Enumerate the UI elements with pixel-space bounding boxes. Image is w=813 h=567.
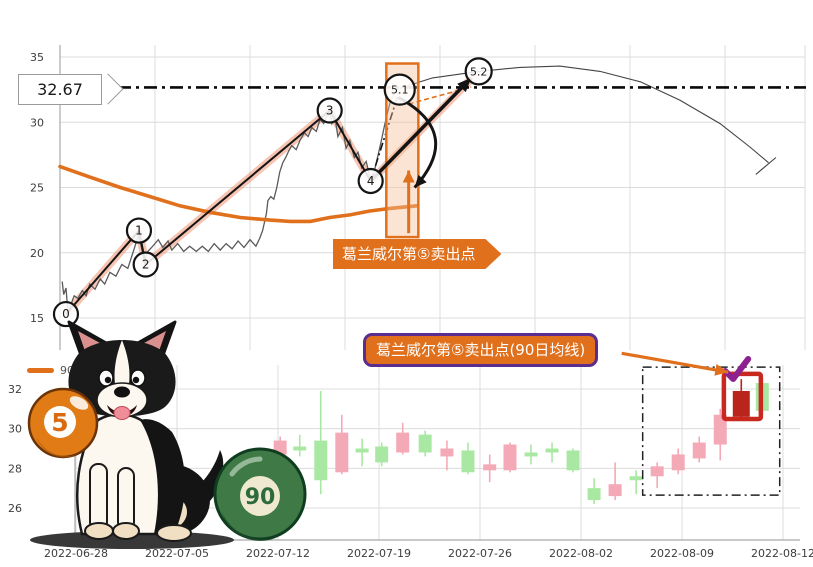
svg-text:25: 25 — [30, 182, 44, 195]
candle-body — [314, 440, 328, 481]
svg-text:20: 20 — [30, 247, 44, 260]
svg-text:1: 1 — [135, 224, 143, 238]
sell-point-ma90-banner-text: 葛兰威尔第⑤卖出点(90日均线) — [376, 341, 586, 359]
ball-5-number: 5 — [51, 408, 68, 437]
x-tick-label: 2022-07-19 — [347, 547, 411, 560]
price-flag-value: 32.67 — [37, 80, 83, 99]
price-flag: 32.67 — [18, 74, 102, 105]
sell-point-banner: 葛兰威尔第⑤卖出点 — [333, 239, 501, 269]
svg-text:4: 4 — [367, 174, 375, 188]
candle-body — [293, 446, 307, 451]
x-tick-label: 2022-07-05 — [145, 547, 209, 560]
candle-body — [440, 448, 454, 457]
candle-body — [418, 434, 432, 453]
candle-body — [629, 476, 643, 481]
marker-4: 4 — [357, 167, 384, 195]
svg-text:30: 30 — [8, 423, 22, 436]
price-line — [61, 89, 400, 316]
candle-body — [355, 448, 369, 453]
svg-text:32: 32 — [8, 383, 22, 396]
candle-body — [732, 390, 750, 417]
marker-5.1: 5.1 — [383, 73, 416, 106]
ball-5-icon: 5 — [27, 387, 99, 459]
candle-body — [396, 432, 410, 453]
candle-body — [671, 454, 685, 471]
candle-body — [713, 414, 727, 445]
svg-text:28: 28 — [8, 462, 22, 475]
candle-body — [566, 450, 580, 471]
candle-body — [587, 488, 601, 501]
projection-end-tick — [755, 157, 777, 175]
candle-body — [692, 442, 706, 459]
candle-body — [335, 432, 349, 473]
svg-text:0: 0 — [62, 307, 70, 321]
candle-body — [545, 448, 559, 453]
dog-head — [67, 320, 177, 420]
sell-point-ma90-banner: 葛兰威尔第⑤卖出点(90日均线) — [363, 333, 599, 367]
candle-body — [461, 450, 475, 473]
ma-line-swatch — [27, 368, 54, 373]
projection-curve — [399, 65, 769, 164]
ma90-line — [58, 164, 419, 224]
candle-body — [483, 464, 497, 471]
candle-body — [524, 452, 538, 457]
candle-body — [650, 466, 664, 477]
bottom-grid: 32 30 28 26 2022-06-28 2022-07-05 2022-07-12 20… — [8, 365, 813, 560]
svg-text:26: 26 — [8, 502, 22, 515]
sell-point-banner-text: 葛兰威尔第⑤卖出点 — [342, 245, 476, 263]
candle-body — [608, 484, 622, 497]
dog-nose — [114, 386, 130, 398]
ball-90-icon: 90 — [213, 447, 307, 542]
svg-text:15: 15 — [30, 312, 44, 325]
candle-body — [375, 446, 389, 463]
curved-arrow — [397, 96, 438, 189]
svg-text:5.2: 5.2 — [470, 65, 488, 78]
svg-text:35: 35 — [30, 51, 44, 64]
svg-text:2: 2 — [142, 257, 150, 271]
ball-90-number: 90 — [245, 485, 276, 510]
x-tick-label: 2022-06-28 — [44, 547, 108, 560]
candles — [273, 379, 769, 505]
marker-0: 0 — [52, 300, 80, 328]
marker-3: 3 — [316, 97, 343, 124]
x-tick-label: 2022-07-26 — [448, 547, 512, 560]
svg-text:30: 30 — [30, 116, 44, 129]
marker-5.2: 5.2 — [464, 57, 493, 86]
svg-text:3: 3 — [326, 104, 334, 118]
x-tick-label: 2022-07-12 — [246, 547, 310, 560]
red-highlight-box — [721, 371, 764, 422]
x-tick-label: 2022-08-12 — [751, 547, 813, 560]
marker-1: 1 — [125, 217, 153, 244]
dog-illustration — [30, 320, 234, 549]
svg-text:5.1: 5.1 — [391, 84, 409, 97]
marker-2: 2 — [132, 251, 159, 278]
x-tick-label: 2022-08-02 — [549, 547, 613, 560]
candle-body — [503, 444, 517, 471]
x-tick-label: 2022-08-09 — [650, 547, 714, 560]
